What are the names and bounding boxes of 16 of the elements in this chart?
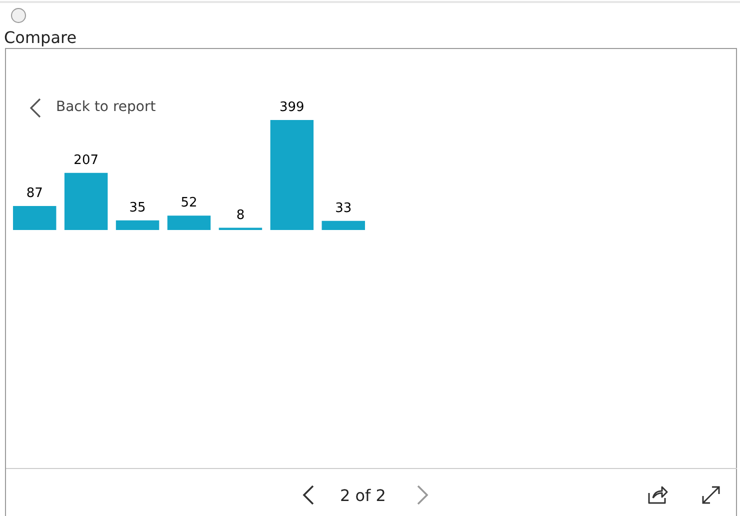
data-label: 87: [26, 186, 43, 202]
data-label: 52: [180, 196, 198, 211]
data-label: 8: [236, 208, 245, 223]
text: Back to report: [56, 99, 156, 115]
data-label: 35: [129, 200, 146, 216]
bar: [322, 220, 365, 230]
data-label: 33: [335, 200, 352, 216]
bar: [270, 120, 314, 230]
bar: [64, 172, 108, 230]
bar: [167, 216, 211, 230]
data-label: 399: [280, 100, 304, 115]
data-label: 207: [74, 152, 98, 168]
text: Compare: [4, 28, 77, 47]
text: 2 of 2: [340, 486, 386, 505]
bar: [116, 220, 160, 230]
bar: [13, 206, 56, 230]
